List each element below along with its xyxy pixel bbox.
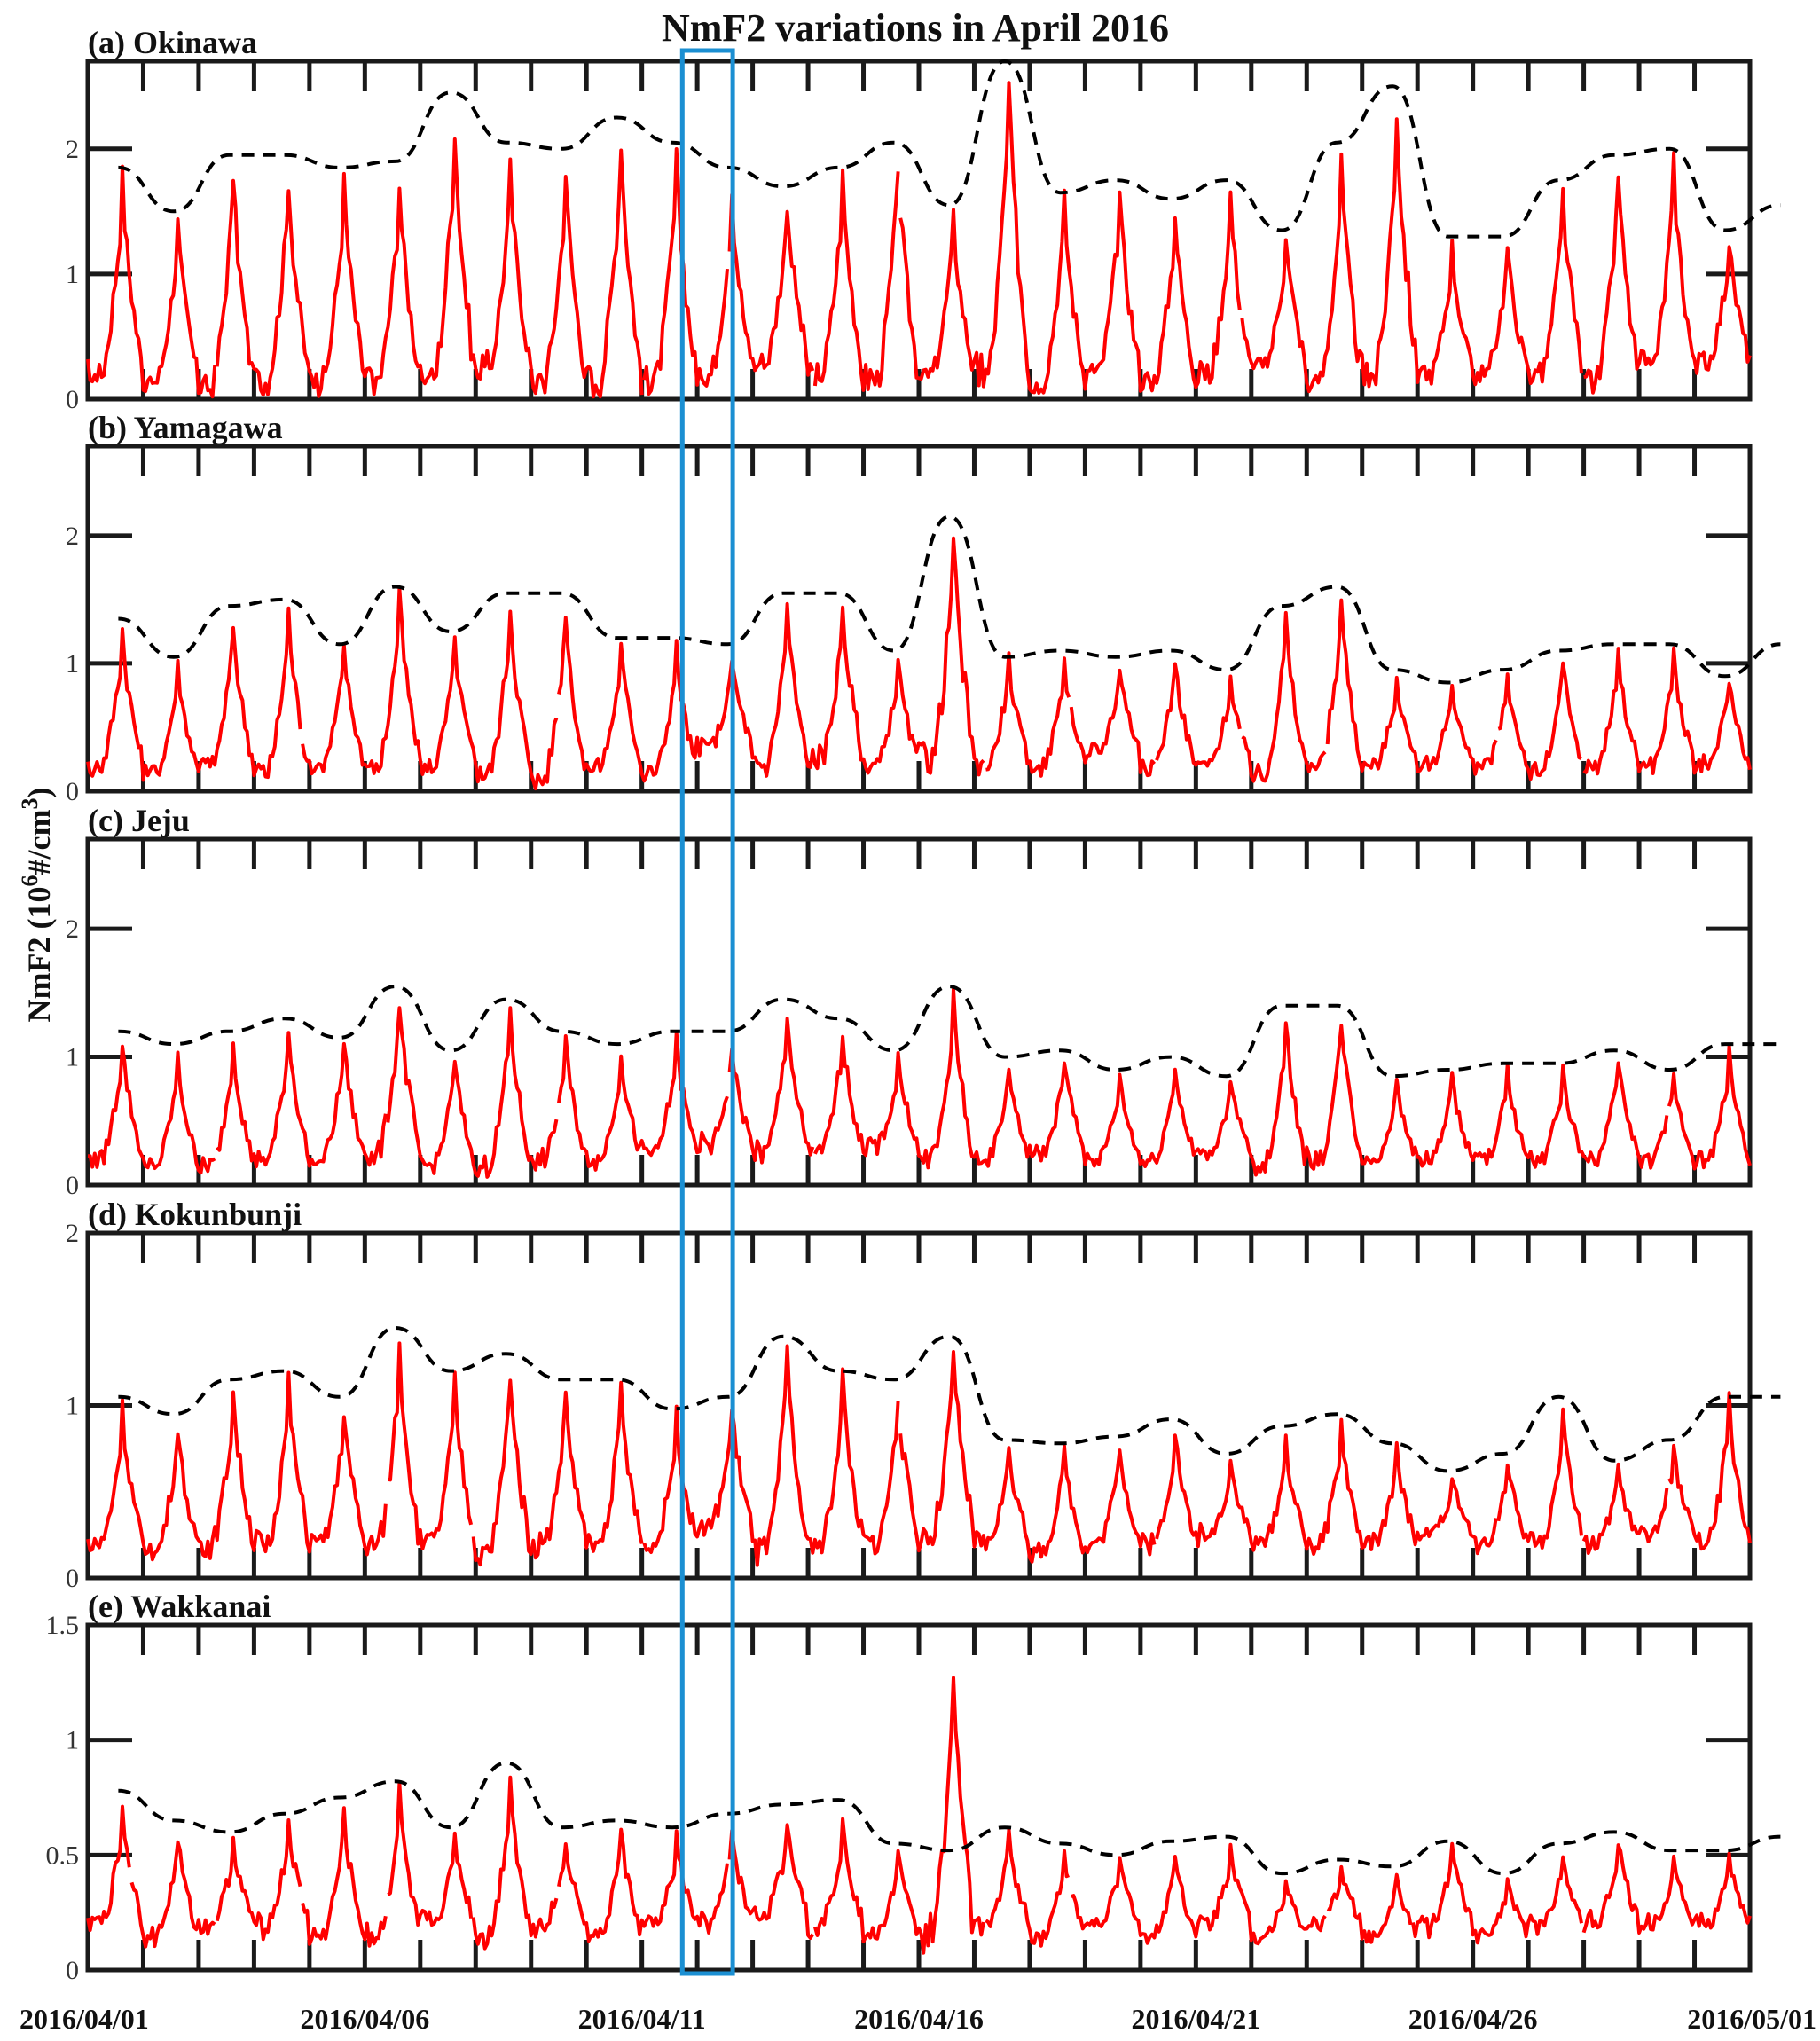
x-tick-label: 2016/04/01: [20, 2003, 149, 2035]
panel-label: (a) Okinawa: [88, 25, 257, 60]
series-observed-nmf2: [86, 536, 1752, 791]
y-tick-label: 1: [66, 1043, 79, 1072]
x-tick-label: 2016/04/11: [578, 2003, 706, 2035]
x-tick-label: 2016/04/16: [854, 2003, 984, 2035]
x-tick-label: 2016/04/21: [1131, 2003, 1260, 2035]
panel-label: (d) Kokunbunji: [88, 1197, 302, 1232]
y-tick-label: 0: [66, 1171, 79, 1200]
y-tick-label: 0: [66, 385, 79, 414]
y-tick-label: 0: [66, 1564, 79, 1593]
series-observed-nmf2: [86, 1676, 1752, 1955]
x-tick-label: 2016/05/01: [1687, 2003, 1816, 2035]
y-tick-label: 1: [66, 1726, 79, 1755]
y-tick-label: 1.5: [46, 1611, 80, 1640]
panel-e-wakkanai: (e) Wakkanai 0 0.5 1 1.5: [46, 1589, 1781, 1985]
series-envelope: [118, 1325, 1781, 1473]
y-tick-label: 2: [66, 915, 79, 944]
panel-label: (e) Wakkanai: [88, 1589, 271, 1624]
series-envelope: [118, 59, 1781, 239]
y-tick-label: 0: [66, 1956, 79, 1985]
panels-group: (a) Okinawa 0 1 2 (b) Yamagawa 0 1 2 (c) Jeju 0 1 2…: [46, 25, 1781, 1985]
axes-frame: [85, 1230, 1753, 1581]
y-tick-label: 2: [66, 522, 79, 551]
x-tick-label: 2016/04/26: [1408, 2003, 1538, 2035]
y-tick-label: 0: [66, 777, 79, 806]
panel-label: (b) Yamagawa: [88, 410, 283, 445]
figure-title: NmF2 variations in April 2016: [662, 6, 1169, 50]
panel-a-okinawa: (a) Okinawa 0 1 2: [66, 25, 1781, 414]
panel-b-yamagawa: (b) Yamagawa 0 1 2: [66, 410, 1781, 806]
y-axis-label: NmF2 (106#/cm3): [17, 788, 58, 1023]
series-observed-nmf2: [86, 1341, 1752, 1567]
y-tick-label: 0.5: [46, 1841, 80, 1870]
panel-d-kokunbunji: (d) Kokunbunji 0 1 2: [66, 1197, 1781, 1593]
series-envelope: [118, 1761, 1781, 1876]
axes-frame: [85, 444, 1753, 794]
x-tick-labels: 2016/04/01 2016/04/06 2016/04/11 2016/04/16…: [20, 2003, 1816, 2035]
series-observed-nmf2: [87, 987, 1752, 1179]
highlight-box: [679, 48, 735, 1976]
y-tick-label: 1: [66, 260, 79, 289]
series-observed-nmf2: [86, 81, 1752, 399]
axes-frame: [85, 59, 1753, 402]
x-tick-label: 2016/04/06: [300, 2003, 429, 2035]
series-envelope: [118, 514, 1781, 685]
y-tick-label: 2: [66, 135, 79, 164]
y-tick-label: 2: [66, 1219, 79, 1248]
svg-text:NmF2 (106#/cm3): NmF2 (106#/cm3): [17, 788, 58, 1023]
y-tick-label: 1: [66, 649, 79, 679]
panel-label: (c) Jeju: [88, 803, 190, 838]
panel-c-jeju: (c) Jeju 0 1 2: [66, 803, 1781, 1200]
y-tick-label: 1: [66, 1392, 79, 1421]
series-envelope: [118, 985, 1781, 1079]
axes-frame: [85, 836, 1753, 1188]
